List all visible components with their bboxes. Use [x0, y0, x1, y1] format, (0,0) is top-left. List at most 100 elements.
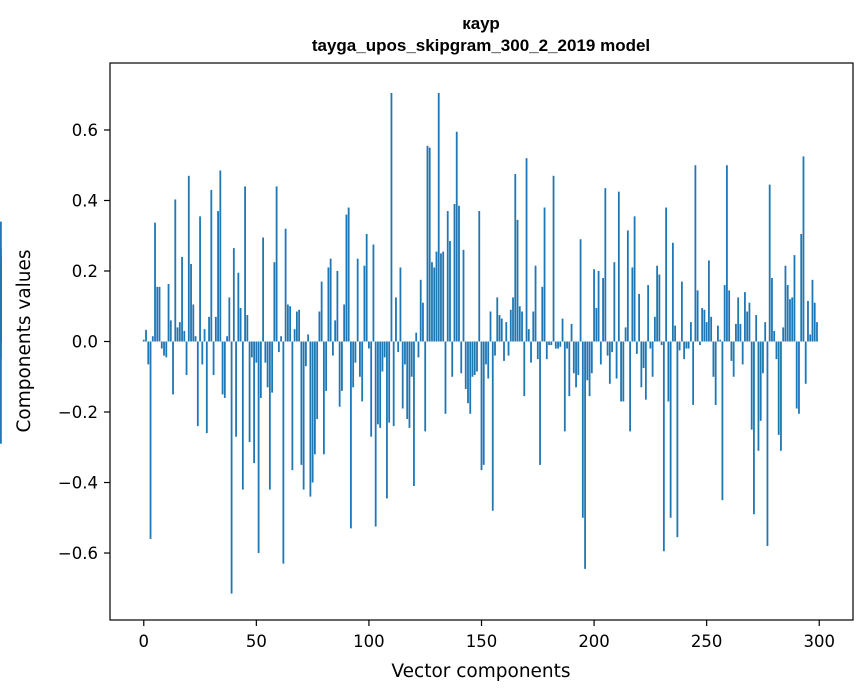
bar-37 — [226, 336, 228, 342]
bar-184 — [557, 341, 559, 349]
bar-172 — [530, 341, 532, 363]
bar-69 — [298, 309, 301, 342]
bar-267 — [744, 292, 746, 342]
bar-175 — [536, 341, 539, 360]
bar-68 — [295, 311, 298, 342]
bar-100 — [368, 341, 370, 349]
bar-270 — [750, 341, 753, 430]
bar-40 — [232, 248, 235, 342]
bar-127 — [428, 147, 431, 342]
bar-252 — [710, 316, 713, 342]
bar-280 — [773, 330, 776, 342]
bar-101 — [370, 341, 373, 437]
x-tick-label: 100 — [353, 632, 385, 651]
bar-191 — [572, 341, 575, 374]
bar-54 — [264, 341, 267, 363]
bar-180 — [548, 341, 550, 346]
bar-235 — [671, 242, 674, 342]
bar-73 — [307, 334, 310, 342]
bar-117 — [406, 341, 409, 420]
bar-122 — [417, 341, 420, 358]
bar-74 — [309, 341, 312, 497]
bar-174 — [534, 265, 537, 342]
bar-152 — [485, 341, 487, 365]
bar-198 — [588, 341, 591, 397]
bar-17 — [181, 256, 183, 342]
bar-293 — [802, 156, 805, 342]
bar-196 — [584, 341, 586, 569]
y-tick-label: 0.6 — [72, 121, 98, 140]
bar-255 — [717, 325, 719, 342]
bar-179 — [545, 341, 548, 360]
bar-138 — [453, 204, 456, 342]
bar-78 — [318, 311, 321, 342]
bar-84 — [332, 341, 334, 356]
bar-51 — [257, 341, 260, 554]
bar-136 — [449, 241, 451, 342]
bar-205 — [604, 188, 607, 342]
bar-125 — [424, 341, 427, 432]
bar-133 — [442, 251, 445, 342]
bar-102 — [372, 244, 375, 342]
bar-45 — [244, 186, 246, 342]
bar-120 — [413, 341, 415, 487]
bar-166 — [516, 219, 519, 342]
bar-161 — [505, 322, 508, 342]
bar-237 — [676, 341, 679, 538]
bar-96 — [359, 341, 361, 377]
bar-123 — [419, 279, 422, 342]
bar-223 — [644, 341, 647, 400]
bar-291 — [798, 341, 800, 414]
bar-6 — [156, 286, 159, 342]
bar-227 — [653, 316, 656, 342]
bar-276 — [764, 322, 767, 342]
bar-47 — [248, 341, 251, 442]
bar-226 — [651, 341, 654, 377]
x-axis-ticks: 0 50 100 150 200 250 300 — [139, 620, 835, 651]
bar-209 — [613, 262, 616, 342]
bar-243 — [689, 322, 692, 342]
bar-139 — [455, 131, 458, 342]
x-axis-label: Vector components — [391, 661, 570, 682]
bar-58 — [273, 262, 276, 342]
bar-109 — [388, 341, 391, 423]
bar-271 — [753, 341, 755, 515]
bar-12 — [169, 320, 172, 342]
bar-167 — [518, 306, 521, 342]
bar-7 — [158, 286, 161, 342]
bar-236 — [674, 325, 677, 342]
bar-134 — [444, 341, 447, 414]
bar-181 — [550, 341, 553, 346]
bar-81 — [325, 341, 328, 391]
bar-77 — [316, 341, 319, 420]
bar-34 — [219, 170, 222, 342]
bar-9 — [163, 341, 165, 356]
bar-24 — [196, 341, 199, 427]
bar-115 — [401, 341, 404, 409]
bar-60 — [277, 341, 280, 353]
bar-195 — [581, 341, 584, 518]
bar-297 — [811, 279, 814, 342]
bar-278 — [768, 184, 771, 342]
bar-151 — [482, 341, 485, 465]
bar-113 — [397, 341, 400, 353]
bar-260 — [728, 290, 731, 342]
bar-146 — [471, 341, 474, 377]
bar-281 — [775, 341, 778, 360]
bar-206 — [606, 341, 609, 356]
bar-91 — [347, 207, 350, 342]
bar-99 — [365, 233, 368, 342]
bar-220 — [638, 293, 641, 342]
bar-3 — [149, 341, 152, 539]
bar-121 — [415, 332, 418, 342]
bar-112 — [395, 297, 397, 342]
bar-253 — [712, 341, 715, 377]
bar-150 — [480, 341, 483, 471]
bar-168 — [521, 311, 523, 342]
bar-188 — [566, 341, 568, 349]
bar-44 — [241, 341, 244, 490]
bar-119 — [410, 341, 413, 377]
bar-38 — [228, 297, 231, 342]
bar-165 — [514, 174, 517, 342]
